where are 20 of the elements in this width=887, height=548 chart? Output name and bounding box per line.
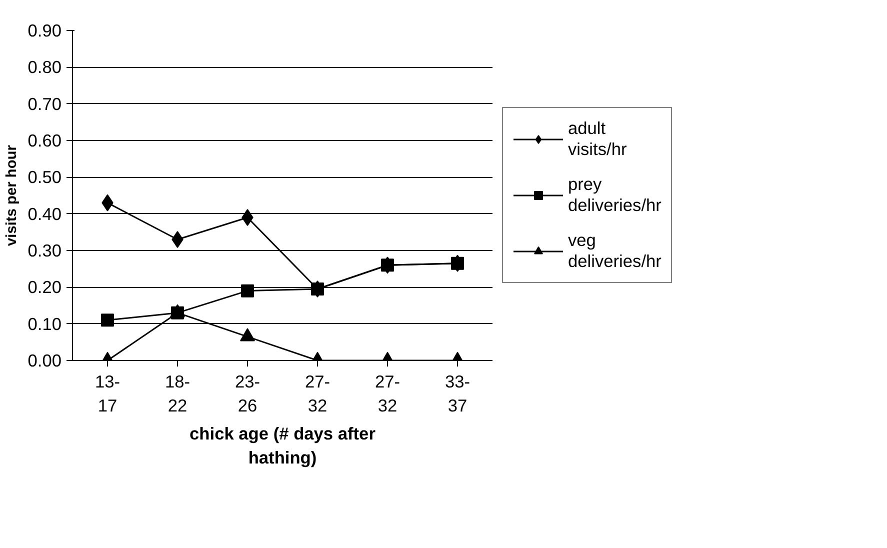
y-tick-label: 0.90: [28, 20, 62, 40]
y-tick-label: 0.30: [28, 240, 62, 260]
y-tick-label: 0.70: [28, 94, 62, 114]
x-tick-label: 33-37: [444, 372, 470, 416]
y-tick-label: 0.50: [28, 167, 62, 188]
legend-label: prey deliveries/hr: [568, 174, 662, 216]
y-axis-title: visits per hour: [4, 144, 20, 246]
y-tick-label: 0.80: [28, 57, 62, 78]
x-tick-label: 27-32: [374, 372, 400, 416]
x-tick-label: 23-26: [234, 372, 260, 416]
x-tick-label: 27-32: [304, 372, 330, 416]
legend-label: veg deliveries/hr: [568, 230, 662, 272]
x-axis-title: chick age (# days after hathing): [190, 424, 376, 468]
y-tick-label: 0.60: [28, 130, 62, 150]
x-tick-label: 13-17: [94, 372, 120, 416]
y-tick-label: 0.40: [28, 204, 62, 224]
y-tick-label: 0.10: [28, 314, 62, 334]
y-tick-label: 0.20: [28, 277, 62, 298]
legend-label: adult visits/hr: [568, 118, 627, 160]
y-tick-label: 0.00: [28, 350, 62, 370]
